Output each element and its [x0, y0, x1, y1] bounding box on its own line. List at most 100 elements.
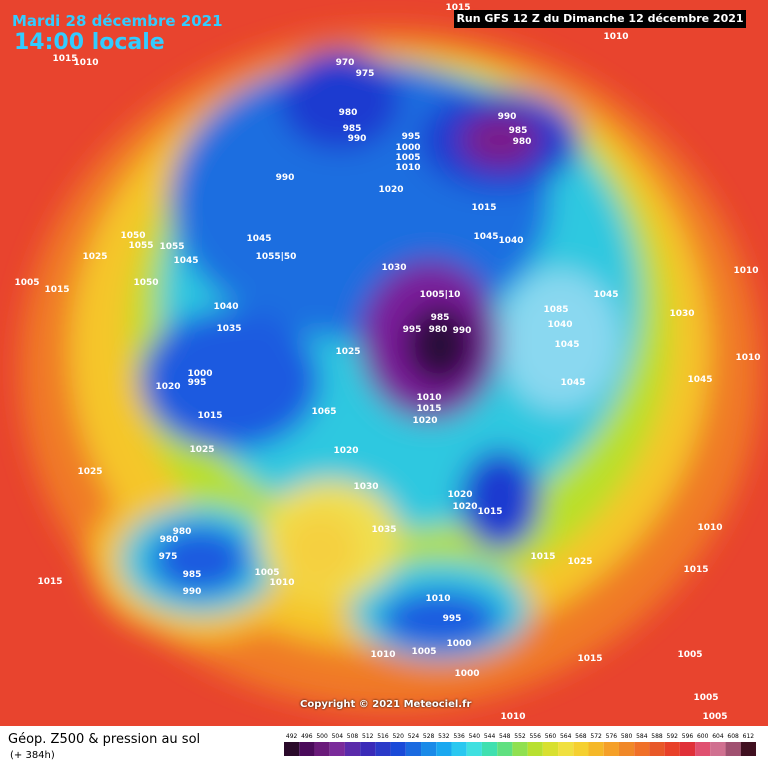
scale-swatch: [695, 742, 711, 756]
scale-label: 560: [545, 733, 557, 740]
scale-label: 580: [621, 733, 633, 740]
isobar-label: 1015: [683, 565, 708, 575]
isobar-label: 1010: [73, 58, 98, 68]
scale-label: 508: [347, 733, 359, 740]
scale-swatch: [375, 742, 391, 756]
isobar-label: 1000: [446, 639, 471, 649]
isobar-label: 975: [356, 69, 375, 79]
isobar-label: 1045: [473, 232, 498, 242]
scale-label: 608: [727, 733, 739, 740]
isobar-label: 1000: [454, 669, 479, 679]
scale-swatch: [451, 742, 467, 756]
scale-swatch: [360, 742, 376, 756]
scale-label: 512: [362, 733, 374, 740]
scale-label: 612: [743, 733, 755, 740]
isobar-label: 1010: [416, 393, 441, 403]
isobar-label: 1015: [471, 203, 496, 213]
isobar-label: 990: [453, 326, 472, 336]
scale-label: 584: [636, 733, 648, 740]
isobar-label: 1040: [547, 320, 572, 330]
isobar-label: 1015: [477, 507, 502, 517]
isobar-label: 980: [429, 325, 448, 335]
time: 14:00 locale: [14, 30, 165, 55]
isobar-label: 1010: [370, 650, 395, 660]
isobar-label: 980: [173, 527, 192, 537]
scale-label: 496: [301, 733, 313, 740]
scale-label: 576: [606, 733, 618, 740]
scale-swatch: [497, 742, 513, 756]
isobar-label: 1015: [44, 285, 69, 295]
isobar-label: 1010: [500, 712, 525, 722]
isobar-label: 1015: [416, 404, 441, 414]
isobar-label: 1005: [693, 693, 718, 703]
isobar-label: 1010: [425, 594, 450, 604]
scale-label: 572: [590, 733, 602, 740]
scale-label: 492: [286, 733, 298, 740]
scale-label: 592: [667, 733, 679, 740]
scale-label: 504: [332, 733, 344, 740]
isobar-label: 995: [403, 325, 422, 335]
geopotential-field: [20, 30, 760, 710]
isobar-label: 980: [160, 535, 179, 545]
scale-label: 552: [514, 733, 526, 740]
scale-label: 536: [453, 733, 465, 740]
scale-swatch: [542, 742, 559, 756]
isobar-label: 1005: [702, 712, 727, 722]
isobar-label: 1055|50: [256, 252, 297, 262]
scale-label: 532: [438, 733, 450, 740]
scale-label: 520: [392, 733, 404, 740]
isobar-label: 1005: [14, 278, 39, 288]
isobar-label: 1015: [52, 54, 77, 64]
scale-label: 596: [682, 733, 694, 740]
isobar-label: 980: [339, 108, 358, 118]
isobar-label: 1020: [452, 502, 477, 512]
scale-swatch: [344, 742, 361, 756]
isobar-label: 1035: [371, 525, 396, 535]
isobar-label: 1055: [159, 242, 184, 252]
isobar-label: 1020: [333, 446, 358, 456]
isobar-label: 995: [443, 614, 462, 624]
footer-title: Géop. Z500 & pression au sol: [8, 732, 201, 747]
scale-swatch: [573, 742, 589, 756]
scale-swatch: [481, 742, 498, 756]
isobar-label: 1025: [567, 557, 592, 567]
isobar-label: 1040: [213, 302, 238, 312]
scale-label: 568: [575, 733, 587, 740]
scale-swatch: [390, 742, 406, 756]
color-scale: 492 496 500 504 508 512 516 520 524 528 532 536 540 5…: [284, 733, 756, 756]
isobar-label: 1010: [735, 353, 760, 363]
scale-swatch: [466, 742, 482, 756]
scale-label: 556: [529, 733, 541, 740]
scale-swatch: [588, 742, 604, 756]
isobar-label: 1005: [254, 568, 279, 578]
scale-swatch: [725, 742, 741, 756]
isobar-label: 985: [509, 126, 528, 136]
scale-swatch: [634, 742, 650, 756]
isobar-label: 1050: [133, 278, 158, 288]
scale-swatch: [603, 742, 619, 756]
isobar-label: 1005: [677, 650, 702, 660]
isobar-label: 990: [183, 587, 202, 597]
scale-swatch: [710, 742, 726, 756]
scale-swatch: [740, 742, 756, 756]
scale-label: 600: [697, 733, 709, 740]
scale-swatch: [664, 742, 680, 756]
scale-swatch: [421, 742, 437, 756]
isobar-label: 1000: [187, 369, 212, 379]
isobar-label: 1010: [603, 32, 628, 42]
isobar-label: 1010: [395, 163, 420, 173]
scale-label: 548: [499, 733, 511, 740]
isobar-label: 985: [431, 313, 450, 323]
scale-label: 516: [377, 733, 389, 740]
isobar-label: 985: [343, 124, 362, 134]
run-info: Run GFS 12 Z du Dimanche 12 décembre 202…: [454, 10, 746, 28]
isobar-label: 1045: [554, 340, 579, 350]
scale-swatch: [618, 742, 635, 756]
isobar-label: 1085: [543, 305, 568, 315]
isobar-label: 1005: [411, 647, 436, 657]
isobar-label: 1040: [498, 236, 523, 246]
isobar-label: 1065: [311, 407, 336, 417]
isobar-label: 1050: [120, 231, 145, 241]
